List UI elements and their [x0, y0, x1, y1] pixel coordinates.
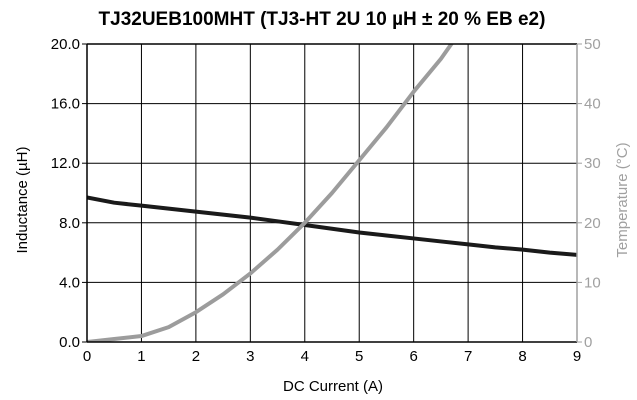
y-left-tick-label: 20.0 — [51, 36, 80, 53]
y-left-tick-label: 0.0 — [59, 334, 80, 351]
plot-frame — [86, 43, 578, 343]
y-left-tick-label: 16.0 — [51, 96, 80, 113]
x-tick-label: 3 — [246, 348, 254, 365]
x-tick-label: 8 — [518, 348, 526, 365]
y-left-tick-label: 12.0 — [51, 155, 80, 172]
y-axis-left-label: Inductance (µH) — [14, 146, 31, 253]
y-right-tick-label: 50 — [584, 36, 601, 53]
y-left-tick-label: 8.0 — [59, 215, 80, 232]
x-tick-label: 2 — [192, 348, 200, 365]
temperature-series-line — [87, 44, 454, 342]
chart-title: TJ32UEB100MHT (TJ3-HT 2U 10 µH ± 20 % EB… — [99, 9, 546, 30]
inductance-series-line — [87, 195, 577, 257]
x-tick-label: 0 — [83, 348, 91, 365]
x-tick-label: 9 — [573, 348, 581, 365]
x-tick-label: 4 — [301, 348, 309, 365]
x-tick-label: 6 — [409, 348, 417, 365]
y-right-tick-label: 30 — [584, 155, 601, 172]
y-right-tick-label: 20 — [584, 215, 601, 232]
series-lines — [87, 44, 577, 342]
x-tick-label: 5 — [355, 348, 363, 365]
y-axis-right-label: Temperature (°C) — [614, 142, 631, 257]
x-axis-label: DC Current (A) — [283, 378, 383, 395]
x-tick-label: 1 — [137, 348, 145, 365]
tick-labels: 0 1 2 3 4 5 6 7 8 9 0.0 4.0 8.0 12.0 16.0 20.0 0 10 20 30 40… — [51, 36, 601, 365]
x-tick-label: 7 — [464, 348, 472, 365]
y-right-tick-label: 10 — [584, 274, 601, 291]
y-right-tick-label: 40 — [584, 96, 601, 113]
y-left-tick-label: 4.0 — [59, 274, 80, 291]
y-right-tick-label: 0 — [584, 334, 592, 351]
